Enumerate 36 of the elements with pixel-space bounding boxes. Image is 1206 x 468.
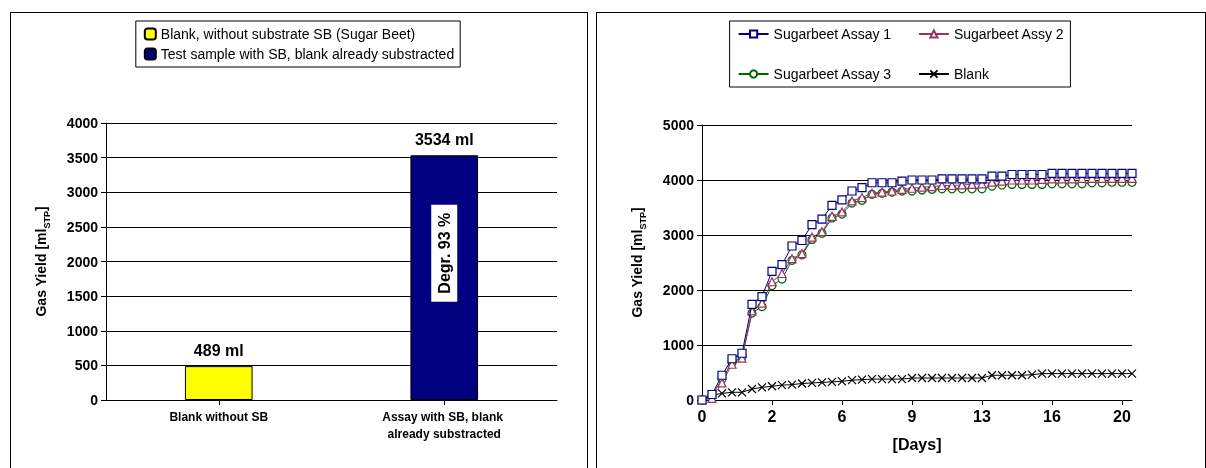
y-tick-label: 4000 — [662, 172, 695, 188]
y-tick-label: 4000 — [66, 115, 99, 131]
legend-label: Blank, without substrate SB (Sugar Beet) — [160, 26, 416, 42]
legend-label: Sugarbeet Assay 1 — [773, 26, 892, 42]
y-tick-label: 1000 — [662, 337, 695, 353]
x-tick-label: 9 — [907, 408, 917, 425]
y-tick-label: 0 — [90, 392, 99, 408]
y-tick-label: 2500 — [66, 218, 99, 235]
x-tick-label: 6 — [837, 408, 847, 425]
x-tick-label: 13 — [973, 408, 991, 425]
y-tick-label: 5000 — [662, 117, 695, 133]
x-tick-label: 0 — [697, 408, 707, 425]
x-tick-label: 20 — [1113, 408, 1131, 425]
y-tick-label: 1000 — [66, 322, 99, 339]
legend-label: Test sample with SB, blank already substracted — [160, 46, 455, 62]
x-axis-title: [Days] — [892, 435, 942, 453]
y-tick-label: 0 — [686, 392, 695, 408]
y-tick-label: 3000 — [66, 184, 99, 201]
y-tick-label: 2000 — [662, 282, 695, 298]
x-tick-label: Assay with SB, blank already substracted — [382, 409, 507, 441]
y-tick-label: 500 — [74, 357, 99, 374]
y-axis-title: Gas Yield [mlSTP] — [629, 207, 648, 318]
legend-label: Sugarbeet Assay 3 — [773, 66, 892, 82]
y-axis-title: Gas Yield [mlSTP] — [33, 206, 52, 317]
legend-label: Sugarbeet Assy 2 — [953, 26, 1064, 42]
data-label: 3534 ml — [414, 130, 474, 148]
x-tick-label: Blank without SB — [169, 409, 269, 424]
y-tick-label: 3000 — [662, 227, 695, 243]
legend-label: Blank — [953, 66, 990, 82]
y-tick-label: 2000 — [66, 253, 99, 270]
y-tick-label: 3500 — [66, 149, 99, 166]
x-tick-label: 2 — [767, 408, 777, 425]
data-label: 489 ml — [193, 341, 244, 359]
annotation: Degr. 93 % — [435, 212, 453, 294]
x-tick-label: 16 — [1043, 408, 1061, 425]
y-tick-label: 1500 — [66, 288, 99, 305]
